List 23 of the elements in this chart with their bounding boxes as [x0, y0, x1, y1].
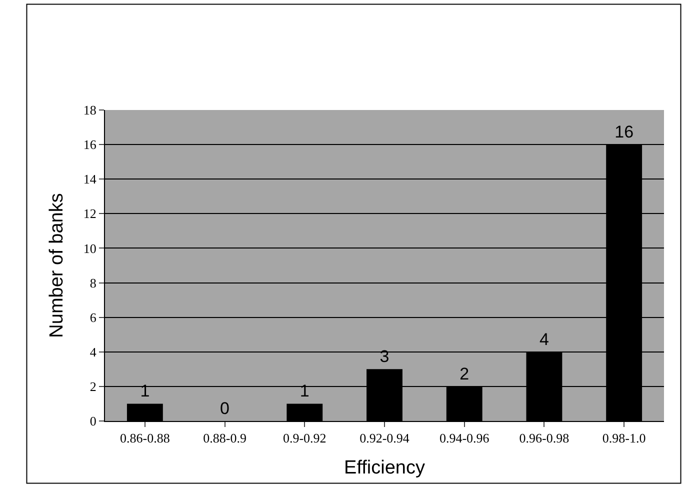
data-label: 2 [460, 364, 470, 384]
x-tick-label: 0.98-1.0 [602, 430, 646, 446]
x-axis-title: Efficiency [344, 457, 426, 478]
x-tick-label: 0.88-0.9 [203, 430, 246, 446]
y-axis-title: Number of banks [46, 193, 68, 338]
x-tick-label: 0.86-0.88 [120, 430, 170, 446]
x-tick-label: 0.9-0.92 [282, 430, 326, 446]
y-tick-label: 2 [90, 378, 96, 394]
y-tick-label: 18 [83, 102, 96, 118]
y-tick-label: 0 [90, 414, 96, 429]
x-tick-label: 0.96-0.98 [519, 430, 570, 446]
y-tick-label: 8 [90, 275, 96, 290]
y-tick-label: 4 [90, 344, 97, 360]
y-tick-label: 12 [83, 206, 96, 222]
x-tick-label: 0.92-0.94 [360, 430, 410, 446]
data-label: 4 [539, 330, 549, 349]
y-tick-label: 16 [83, 137, 97, 152]
y-tick-label: 14 [83, 172, 97, 187]
x-tick-label: 0.94-0.96 [439, 430, 490, 446]
data-label: 16 [614, 122, 634, 142]
y-tick-label: 10 [83, 240, 96, 256]
data-label: 0 [220, 399, 230, 418]
y-tick-label: 6 [90, 310, 97, 325]
